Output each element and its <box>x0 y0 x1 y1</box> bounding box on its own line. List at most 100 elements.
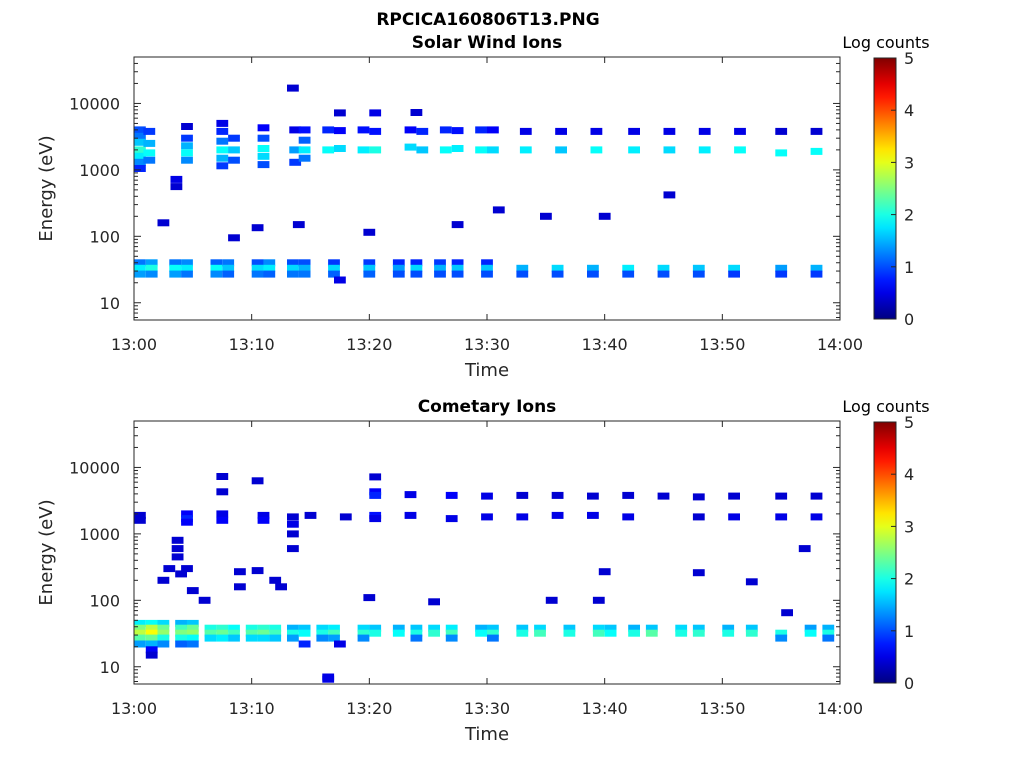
heatmap-cell <box>145 259 158 267</box>
heatmap-cell <box>263 259 276 267</box>
heatmap-cell <box>134 152 146 160</box>
heatmap-cell <box>487 634 499 642</box>
heatmap-cell <box>181 565 193 573</box>
heatmap-cell <box>692 264 705 272</box>
heatmap-cell <box>357 629 370 637</box>
heatmap-cell <box>551 491 564 499</box>
heatmap-cell <box>722 629 735 637</box>
heatmap-cell <box>590 127 603 135</box>
heatmap-cell <box>487 126 499 134</box>
heatmap-cell <box>363 259 376 267</box>
heatmap-cell <box>216 473 229 480</box>
heatmap-cell <box>175 570 187 578</box>
heatmap-cell <box>216 146 229 154</box>
heatmap-cell <box>416 127 429 135</box>
heatmap-cell <box>551 511 564 519</box>
heatmap-cell <box>745 578 758 586</box>
heatmap-cell <box>298 146 311 154</box>
heatmap-cell <box>169 270 182 278</box>
heatmap-cell <box>292 221 305 229</box>
heatmap-cell <box>545 596 558 604</box>
heatmap-cell <box>145 651 158 659</box>
heatmap-cell <box>289 146 302 154</box>
heatmap-cell <box>622 270 635 278</box>
heatmap-cell <box>775 629 788 637</box>
heatmap-cell <box>234 583 246 591</box>
heatmap-cell <box>622 264 635 272</box>
heatmap-cell <box>175 619 187 627</box>
x-tick-label: 13:20 <box>346 335 392 354</box>
heatmap-cell <box>216 634 229 642</box>
heatmap-cell <box>516 624 529 632</box>
heatmap-cell <box>587 511 599 519</box>
heatmap-cell <box>369 109 382 117</box>
heatmap-cell <box>216 488 229 496</box>
heatmap-cell <box>287 530 299 538</box>
heatmap-cell <box>287 634 299 642</box>
heatmap-cell <box>745 624 758 632</box>
heatmap-cell <box>181 134 193 142</box>
heatmap-cell <box>145 646 158 654</box>
heatmap-cell <box>134 511 146 519</box>
y-tick-label: 10 <box>100 294 120 313</box>
heatmap-cell <box>145 619 158 627</box>
heatmap-cell <box>216 510 229 518</box>
heatmap-cell <box>692 624 705 632</box>
heatmap-cell <box>410 259 423 267</box>
panel-1: Solar Wind Ions 13:00 13:10 13:20 13:30 13:40… <box>36 33 930 381</box>
heatmap-cell <box>475 624 487 632</box>
heatmap-cell <box>475 146 487 154</box>
heatmap-cell <box>157 640 170 648</box>
heatmap-cell <box>357 146 370 154</box>
heatmap-cell <box>251 567 264 575</box>
heatmap-cell <box>822 624 835 632</box>
heatmap-cell <box>692 629 705 637</box>
heatmap-cell <box>519 127 532 135</box>
heatmap-cell <box>328 264 340 272</box>
heatmap-cell <box>269 634 282 642</box>
x-tick-label: 13:50 <box>699 699 745 718</box>
heatmap-cell <box>181 510 193 518</box>
colorbar-tick-label: 5 <box>904 49 914 68</box>
heatmap-cell <box>451 145 464 152</box>
y-tick-label: 10000 <box>69 94 120 113</box>
colorbar <box>873 57 897 320</box>
heatmap-cell <box>516 264 529 272</box>
heatmap-cell <box>434 259 446 267</box>
heatmap-cell <box>410 634 423 642</box>
heatmap-cell <box>410 624 423 632</box>
heatmap-cell <box>210 270 223 278</box>
plot-area <box>134 421 840 684</box>
panel-title: Solar Wind Ions <box>412 33 563 53</box>
y-axis-label: Energy (eV) <box>36 135 57 241</box>
heatmap-cell <box>592 596 605 604</box>
heatmap-cell <box>298 264 311 272</box>
heatmap-cell <box>145 270 158 278</box>
heatmap-cell <box>392 624 405 632</box>
heatmap-cell <box>222 264 235 272</box>
heatmap-cell <box>404 511 417 519</box>
heatmap-cell <box>698 146 711 154</box>
heatmap-cell <box>210 264 223 272</box>
heatmap-cell <box>171 553 184 561</box>
heatmap-cell <box>181 515 193 523</box>
heatmap-cell <box>487 624 499 632</box>
x-tick-label: 13:40 <box>582 699 628 718</box>
heatmap-cell <box>328 629 340 637</box>
heatmap-cell <box>492 206 505 214</box>
heatmap-cell <box>451 127 464 135</box>
heatmap-cell <box>316 624 329 632</box>
heatmap-cell <box>822 634 835 642</box>
heatmap-cell <box>175 624 187 632</box>
heatmap-cell <box>781 609 793 617</box>
colorbar-tick-label: 3 <box>904 153 914 172</box>
heatmap-cell <box>592 629 605 637</box>
heatmap-cell <box>216 154 229 162</box>
heatmap-cell <box>810 147 823 155</box>
heatmap-cell <box>810 264 823 272</box>
x-tick-label: 13:00 <box>111 699 157 718</box>
heatmap-cell <box>134 634 146 642</box>
heatmap-cell <box>145 624 158 632</box>
heatmap-cell <box>645 624 658 632</box>
heatmap-cell <box>181 149 193 157</box>
